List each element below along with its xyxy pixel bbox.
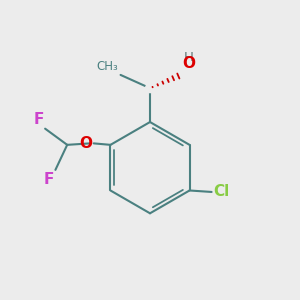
Text: CH₃: CH₃	[97, 60, 118, 74]
Text: O: O	[183, 56, 196, 71]
Text: Cl: Cl	[213, 184, 229, 200]
Text: H: H	[184, 51, 194, 64]
Text: F: F	[44, 172, 54, 187]
Text: O: O	[79, 136, 92, 151]
Text: F: F	[33, 112, 43, 127]
Circle shape	[146, 84, 154, 93]
